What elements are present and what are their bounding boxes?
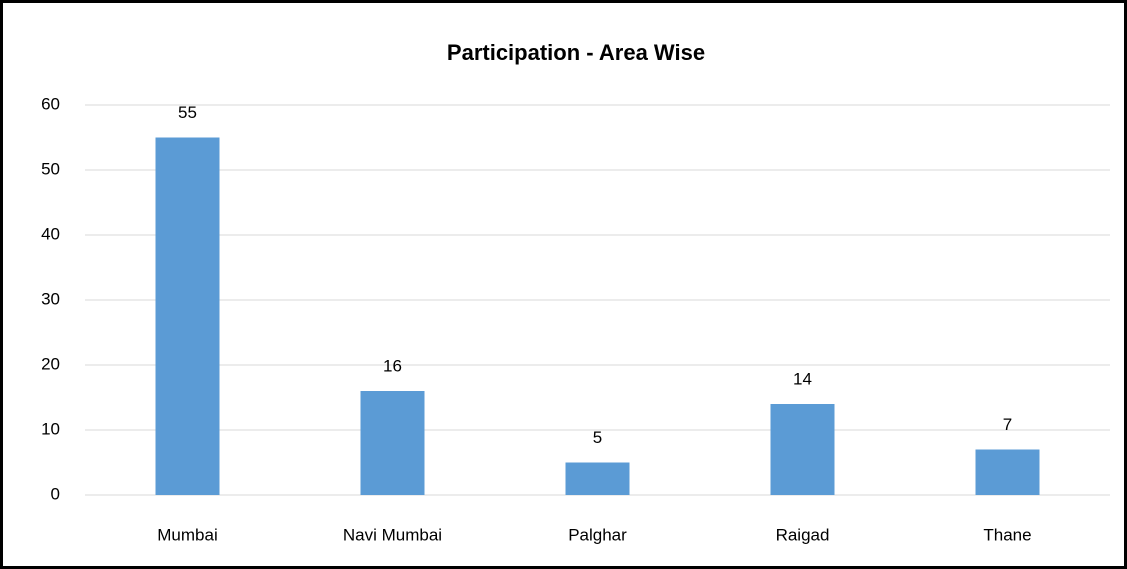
y-tick-label: 30 <box>41 289 60 308</box>
y-tick-label: 0 <box>51 484 60 503</box>
bar <box>770 404 835 495</box>
data-label: 5 <box>593 428 602 447</box>
bar <box>975 449 1040 495</box>
chart-title: Participation - Area Wise <box>447 40 705 65</box>
y-tick-label: 20 <box>41 354 60 373</box>
y-tick-label: 10 <box>41 419 60 438</box>
x-tick-label: Navi Mumbai <box>343 525 442 544</box>
bar <box>360 391 425 495</box>
bar <box>155 137 220 495</box>
data-label: 55 <box>178 103 197 122</box>
y-tick-label: 50 <box>41 159 60 178</box>
y-tick-label: 40 <box>41 224 60 243</box>
y-tick-label: 60 <box>41 94 60 113</box>
data-label: 14 <box>793 369 812 388</box>
x-tick-label: Raigad <box>776 525 830 544</box>
x-tick-label: Palghar <box>568 525 627 544</box>
x-tick-label: Mumbai <box>157 525 217 544</box>
data-label: 7 <box>1003 415 1012 434</box>
data-label: 16 <box>383 356 402 375</box>
bar <box>565 462 630 495</box>
x-tick-label: Thane <box>983 525 1031 544</box>
